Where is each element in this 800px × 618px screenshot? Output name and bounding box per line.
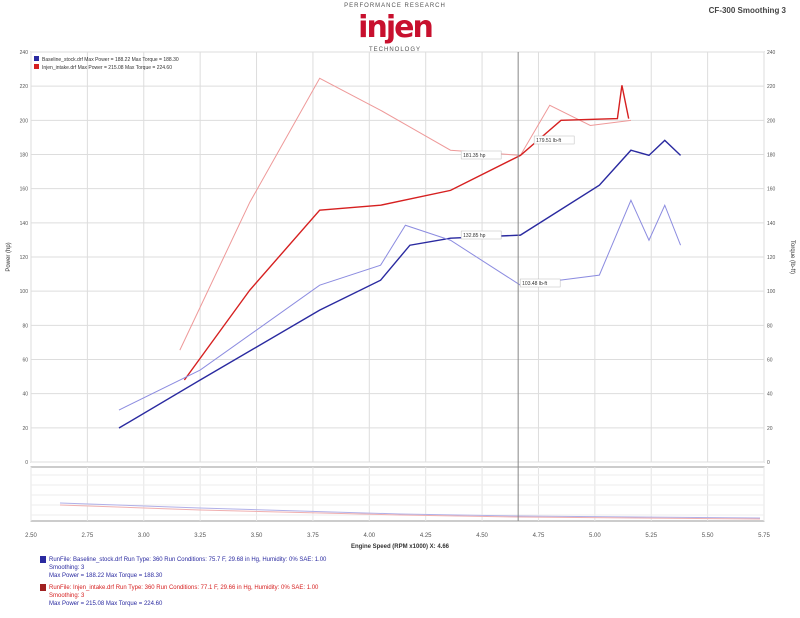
legend-top-entry: Baseline_stock.drf Max Power = 188.22 Ma… bbox=[42, 57, 179, 63]
y2-tick-label: 140 bbox=[767, 221, 776, 227]
legend-line: Smoothing: 3 bbox=[49, 565, 85, 571]
x-tick-label: 4.50 bbox=[476, 533, 488, 539]
legend-entry-injen: RunFile: Injen_intake.drf Run Type: 360 … bbox=[40, 584, 600, 608]
y-tick-label: 200 bbox=[20, 118, 29, 124]
x-tick-label: 4.25 bbox=[420, 533, 432, 539]
injen-logo: PERFORMANCE RESEARCH injen TECHNOLOGY bbox=[340, 2, 450, 54]
y2-tick-label: 160 bbox=[767, 187, 776, 193]
legend-swatch bbox=[34, 64, 39, 69]
x-tick-label: 5.00 bbox=[589, 533, 601, 539]
legend-line: RunFile: Injen_intake.drf Run Type: 360 … bbox=[49, 585, 319, 591]
y2-axis-label: Torque (lb-ft) bbox=[789, 240, 795, 274]
legend-swatch bbox=[40, 584, 46, 591]
x-tick-label: 2.75 bbox=[82, 533, 94, 539]
legend-entry-stock: RunFile: Baseline_stock.drf Run Type: 36… bbox=[40, 556, 600, 580]
x-tick-label: 3.75 bbox=[307, 533, 319, 539]
legend-line: RunFile: Baseline_stock.drf Run Type: 36… bbox=[49, 557, 327, 563]
y-axis-label: Power (hp) bbox=[6, 242, 12, 271]
x-tick-label: 3.50 bbox=[251, 533, 263, 539]
x-tick-label: 2.50 bbox=[25, 533, 37, 539]
cursor-label-box bbox=[519, 278, 561, 288]
x-tick-label: 3.25 bbox=[194, 533, 206, 539]
afr-line-stock bbox=[59, 502, 761, 519]
cursor-value-label: 103.48 lb-ft bbox=[522, 281, 548, 287]
cursor-value-label: 132.85 hp bbox=[463, 233, 485, 239]
y-tick-label: 120 bbox=[20, 255, 29, 261]
cursor-value-label: 179.51 lb-ft bbox=[536, 138, 562, 144]
y-tick-label: 40 bbox=[22, 392, 28, 398]
y-tick-label: 220 bbox=[20, 84, 29, 90]
x-axis-label: Engine Speed (RPM x1000) X: 4.66 bbox=[351, 544, 450, 550]
legend-top-entry: Injen_intake.drf Max Power = 215.08 Max … bbox=[42, 65, 172, 71]
cursor-label-box bbox=[460, 230, 502, 240]
cursor-label-box bbox=[460, 150, 502, 160]
legend-line: Max Power = 215.08 Max Torque = 224.60 bbox=[49, 601, 163, 607]
y2-tick-label: 20 bbox=[767, 426, 773, 432]
y-tick-label: 140 bbox=[20, 221, 29, 227]
y2-tick-label: 100 bbox=[767, 289, 776, 295]
logo-subtitle: TECHNOLOGY bbox=[368, 47, 421, 53]
y-tick-label: 100 bbox=[20, 289, 29, 295]
x-tick-label: 5.75 bbox=[758, 533, 770, 539]
y-tick-label: 180 bbox=[20, 153, 29, 159]
y2-tick-label: 60 bbox=[767, 358, 773, 364]
legend-line: Smoothing: 3 bbox=[49, 593, 85, 599]
x-tick-label: 3.00 bbox=[138, 533, 150, 539]
x-tick-label: 5.50 bbox=[702, 533, 714, 539]
series-line bbox=[118, 199, 682, 411]
series-line bbox=[183, 85, 630, 381]
legend-line: Max Power = 188.22 Max Torque = 188.30 bbox=[49, 573, 163, 579]
y-tick-label: 60 bbox=[22, 358, 28, 364]
y-tick-label: 160 bbox=[20, 187, 29, 193]
run-id: CF-300 Smoothing 3 bbox=[708, 6, 786, 15]
afr-panel bbox=[30, 466, 765, 522]
y2-tick-label: 240 bbox=[767, 50, 776, 56]
y2-tick-label: 120 bbox=[767, 255, 776, 261]
afr-line-injen bbox=[59, 504, 761, 520]
y-tick-label: 240 bbox=[20, 50, 29, 56]
y2-tick-label: 200 bbox=[767, 118, 776, 124]
y2-tick-label: 0 bbox=[767, 460, 770, 466]
cursor-value-label: 181.35 hp bbox=[463, 153, 485, 159]
y2-tick-label: 220 bbox=[767, 84, 776, 90]
logo-text: injen bbox=[358, 10, 434, 45]
y-tick-label: 80 bbox=[22, 323, 28, 329]
x-tick-label: 5.25 bbox=[645, 533, 657, 539]
y2-tick-label: 40 bbox=[767, 392, 773, 398]
logo-tagline: PERFORMANCE RESEARCH bbox=[344, 3, 446, 9]
y-tick-label: 20 bbox=[22, 426, 28, 432]
x-tick-label: 4.00 bbox=[363, 533, 375, 539]
legend-swatch bbox=[34, 56, 39, 61]
y2-tick-label: 180 bbox=[767, 153, 776, 159]
series-line bbox=[179, 77, 631, 351]
legend-swatch bbox=[40, 556, 46, 563]
y-tick-label: 0 bbox=[25, 460, 28, 466]
x-tick-label: 4.75 bbox=[533, 533, 545, 539]
cursor-label-box bbox=[533, 135, 575, 145]
y2-tick-label: 80 bbox=[767, 323, 773, 329]
